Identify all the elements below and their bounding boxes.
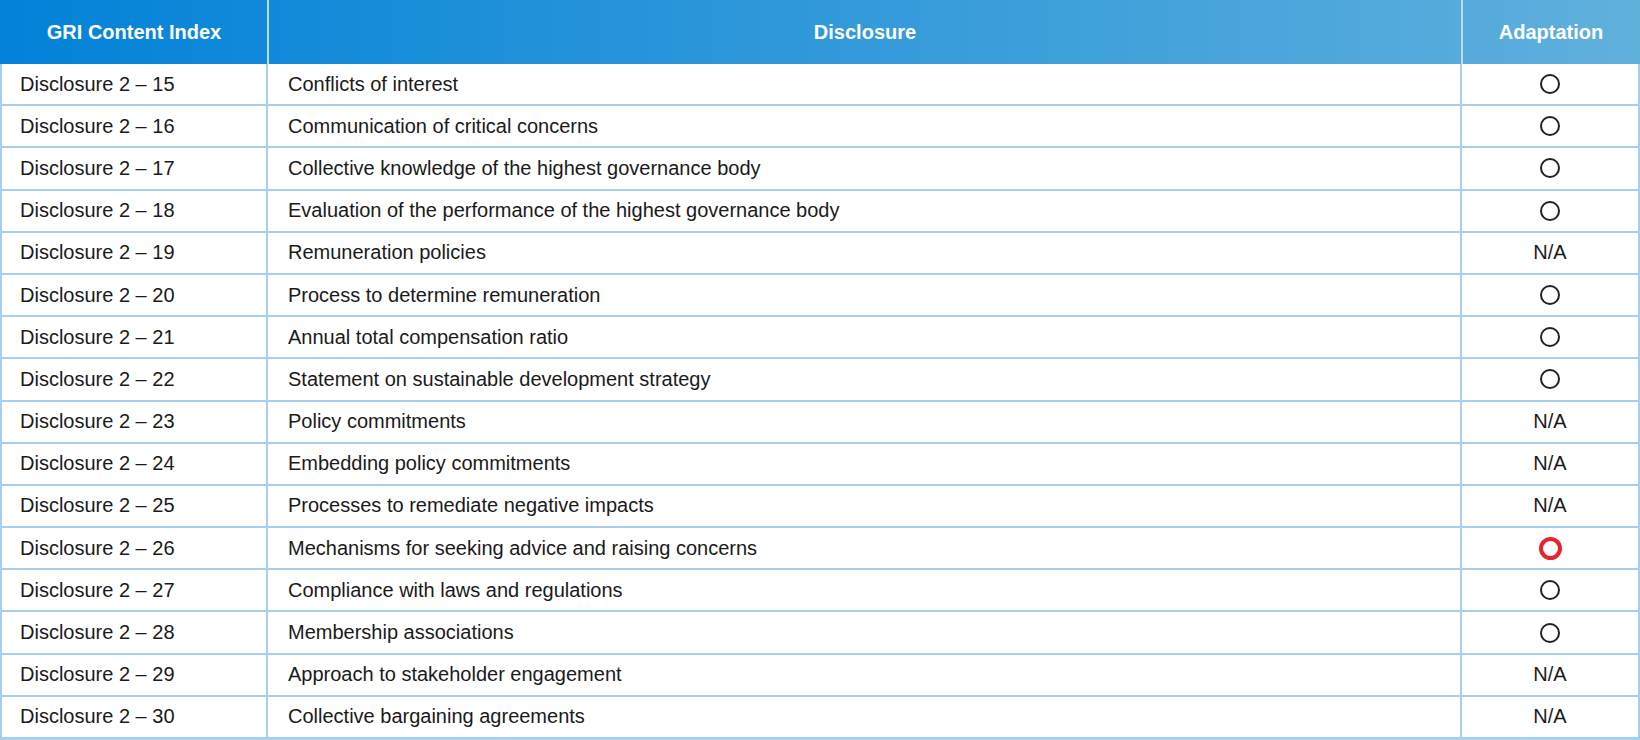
table-row: Disclosure 2 – 23 Policy commitments N/A (2, 400, 1638, 442)
adaptation-cell (1462, 191, 1638, 231)
disclosure-cell: Communication of critical concerns (268, 106, 1462, 146)
table-row: Disclosure 2 – 17 Collective knowledge o… (2, 146, 1638, 188)
adaptation-cell: N/A (1462, 486, 1638, 526)
disclosure-cell: Statement on sustainable development str… (268, 359, 1462, 399)
table-row: Disclosure 2 – 25 Processes to remediate… (2, 484, 1638, 526)
disclosure-cell: Annual total compensation ratio (268, 317, 1462, 357)
gri-index-cell: Disclosure 2 – 27 (2, 570, 268, 610)
gri-index-cell: Disclosure 2 – 23 (2, 402, 268, 442)
adaptation-cell (1462, 106, 1638, 146)
disclosure-cell: Collective knowledge of the highest gove… (268, 148, 1462, 188)
adaptation-cell: N/A (1462, 233, 1638, 273)
gri-index-cell: Disclosure 2 – 25 (2, 486, 268, 526)
not-applicable-label: N/A (1533, 241, 1566, 264)
gri-index-cell: Disclosure 2 – 18 (2, 191, 268, 231)
table-row: Disclosure 2 – 29 Approach to stakeholde… (2, 653, 1638, 695)
adaptation-cell: N/A (1462, 402, 1638, 442)
adaptation-cell (1462, 528, 1638, 568)
adaptation-cell (1462, 148, 1638, 188)
disclosure-cell: Approach to stakeholder engagement (268, 655, 1462, 695)
table-row: Disclosure 2 – 18 Evaluation of the perf… (2, 189, 1638, 231)
table-row: Disclosure 2 – 28 Membership association… (2, 610, 1638, 652)
gri-index-cell: Disclosure 2 – 21 (2, 317, 268, 357)
adaptation-cell (1462, 275, 1638, 315)
table-row: Disclosure 2 – 27 Compliance with laws a… (2, 568, 1638, 610)
disclosure-cell: Embedding policy commitments (268, 444, 1462, 484)
gri-index-cell: Disclosure 2 – 30 (2, 697, 268, 737)
adaptation-cell (1462, 359, 1638, 399)
table-row: Disclosure 2 – 30 Collective bargaining … (2, 695, 1638, 737)
gri-index-cell: Disclosure 2 – 19 (2, 233, 268, 273)
disclosure-cell: Mechanisms for seeking advice and raisin… (268, 528, 1462, 568)
gri-index-cell: Disclosure 2 – 17 (2, 148, 268, 188)
adaptation-circle-icon (1540, 623, 1560, 643)
header-disclosure: Disclosure (268, 0, 1462, 64)
table-row: Disclosure 2 – 26 Mechanisms for seeking… (2, 526, 1638, 568)
adaptation-cell (1462, 570, 1638, 610)
gri-index-cell: Disclosure 2 – 22 (2, 359, 268, 399)
disclosure-cell: Processes to remediate negative impacts (268, 486, 1462, 526)
disclosure-cell: Collective bargaining agreements (268, 697, 1462, 737)
gri-index-cell: Disclosure 2 – 28 (2, 612, 268, 652)
not-applicable-label: N/A (1533, 663, 1566, 686)
disclosure-cell: Remuneration policies (268, 233, 1462, 273)
table-row: Disclosure 2 – 22 Statement on sustainab… (2, 357, 1638, 399)
gri-index-cell: Disclosure 2 – 26 (2, 528, 268, 568)
adaptation-cell: N/A (1462, 444, 1638, 484)
adaptation-cell: N/A (1462, 697, 1638, 737)
table-row: Disclosure 2 – 21 Annual total compensat… (2, 315, 1638, 357)
adaptation-cell (1462, 317, 1638, 357)
adaptation-circle-icon (1540, 327, 1560, 347)
not-applicable-label: N/A (1533, 410, 1566, 433)
adaptation-circle-icon (1540, 580, 1560, 600)
adaptation-circle-icon (1540, 74, 1560, 94)
disclosure-cell: Evaluation of the performance of the hig… (268, 191, 1462, 231)
adaptation-circle-icon (1540, 116, 1560, 136)
table-row: Disclosure 2 – 15 Conflicts of interest (2, 64, 1638, 104)
disclosure-cell: Membership associations (268, 612, 1462, 652)
not-applicable-label: N/A (1533, 452, 1566, 475)
adaptation-cell (1462, 64, 1638, 104)
gri-index-cell: Disclosure 2 – 29 (2, 655, 268, 695)
table-row: Disclosure 2 – 19 Remuneration policies … (2, 231, 1638, 273)
table-row: Disclosure 2 – 16 Communication of criti… (2, 104, 1638, 146)
gri-index-cell: Disclosure 2 – 16 (2, 106, 268, 146)
header-adaptation: Adaptation (1462, 0, 1640, 64)
disclosure-cell: Process to determine remuneration (268, 275, 1462, 315)
gri-content-index-table: GRI Content Index Disclosure Adaptation … (0, 0, 1640, 740)
not-applicable-label: N/A (1533, 494, 1566, 517)
table-row: Disclosure 2 – 20 Process to determine r… (2, 273, 1638, 315)
adaptation-circle-icon (1540, 369, 1560, 389)
not-applicable-label: N/A (1533, 705, 1566, 728)
gri-index-cell: Disclosure 2 – 20 (2, 275, 268, 315)
disclosure-cell: Conflicts of interest (268, 64, 1462, 104)
gri-index-cell: Disclosure 2 – 24 (2, 444, 268, 484)
table-row: Disclosure 2 – 24 Embedding policy commi… (2, 442, 1638, 484)
adaptation-cell: N/A (1462, 655, 1638, 695)
adaptation-circle-icon (1540, 158, 1560, 178)
table-header: GRI Content Index Disclosure Adaptation (0, 0, 1640, 64)
adaptation-circle-icon (1540, 285, 1560, 305)
disclosure-cell: Policy commitments (268, 402, 1462, 442)
disclosure-cell: Compliance with laws and regulations (268, 570, 1462, 610)
adaptation-circle-red-icon (1539, 537, 1562, 560)
header-gri-content-index: GRI Content Index (0, 0, 268, 64)
adaptation-circle-icon (1540, 201, 1560, 221)
table-body: Disclosure 2 – 15 Conflicts of interest … (0, 64, 1640, 737)
gri-index-cell: Disclosure 2 – 15 (2, 64, 268, 104)
adaptation-cell (1462, 612, 1638, 652)
